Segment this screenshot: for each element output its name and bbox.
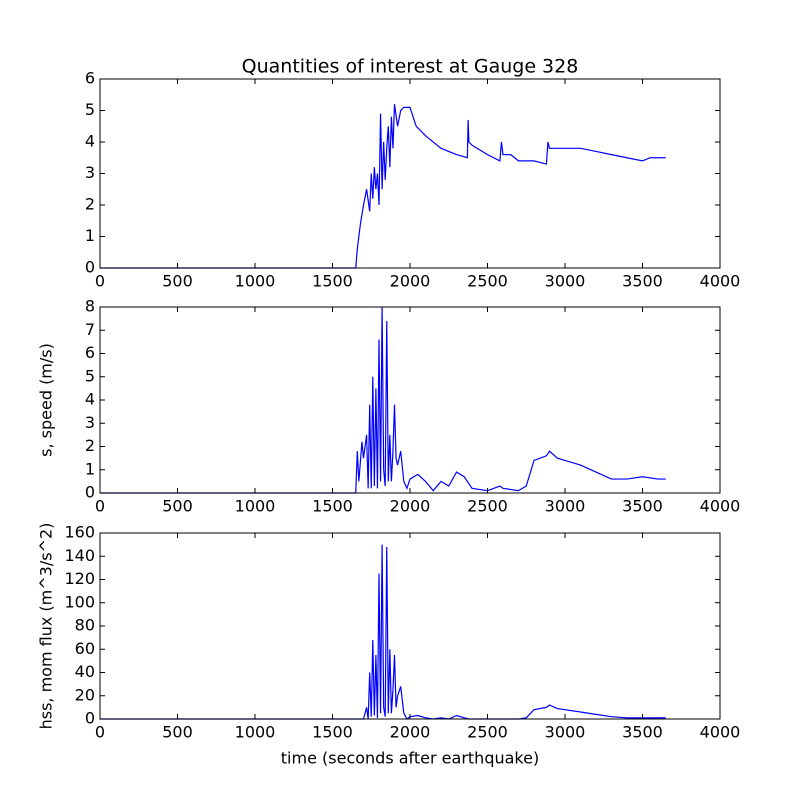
y-tick-label: 3 [85, 163, 95, 182]
y-tick-label: 7 [85, 320, 95, 339]
x-tick-label: 2500 [467, 723, 508, 742]
y-tick-label: 5 [85, 100, 95, 119]
x-tick-label: 1000 [235, 723, 276, 742]
x-tick-label: 3000 [545, 272, 586, 291]
x-tick-label: 2000 [390, 272, 431, 291]
y-tick-label: 120 [64, 569, 95, 588]
chart-title: Quantities of interest at Gauge 328 [242, 56, 579, 78]
y-tick-label: 140 [64, 546, 95, 565]
x-tick-label: 4000 [700, 272, 741, 291]
y-tick-label: 2 [85, 195, 95, 214]
y-tick-label: 4 [85, 132, 95, 151]
y-tick-label: 60 [75, 639, 95, 658]
y-tick-label: 1 [85, 226, 95, 245]
x-tick-label: 1500 [312, 497, 353, 516]
y-tick-label: 0 [85, 709, 95, 728]
x-tick-label: 0 [95, 272, 105, 291]
y-axis-label: s, speed (m/s) [37, 343, 56, 457]
x-tick-label: 1500 [312, 723, 353, 742]
y-tick-label: 6 [85, 69, 95, 88]
y-tick-label: 160 [64, 523, 95, 542]
x-axis-label: time (seconds after earthquake) [281, 749, 539, 768]
y-tick-label: 80 [75, 616, 95, 635]
x-tick-label: 500 [162, 723, 193, 742]
data-line [100, 544, 666, 720]
x-tick-label: 1500 [312, 272, 353, 291]
x-tick-label: 3500 [622, 272, 663, 291]
y-tick-label: 0 [85, 483, 95, 502]
y-axis-label: hss, mom flux (m^3/s^2) [37, 523, 56, 730]
y-tick-label: 2 [85, 436, 95, 455]
x-tick-label: 2000 [390, 723, 431, 742]
y-tick-label: 8 [85, 297, 95, 316]
x-tick-label: 2500 [467, 497, 508, 516]
x-tick-label: 0 [95, 497, 105, 516]
data-line [100, 306, 666, 494]
x-tick-label: 3000 [545, 497, 586, 516]
y-tick-label: 3 [85, 413, 95, 432]
y-tick-label: 0 [85, 258, 95, 277]
x-tick-label: 3500 [622, 497, 663, 516]
x-tick-label: 500 [162, 272, 193, 291]
x-tick-label: 2000 [390, 497, 431, 516]
x-tick-label: 4000 [700, 723, 741, 742]
y-tick-label: 6 [85, 343, 95, 362]
data-line [100, 104, 666, 269]
y-tick-label: 5 [85, 366, 95, 385]
x-tick-label: 1000 [235, 497, 276, 516]
x-tick-label: 4000 [700, 497, 741, 516]
y-tick-label: 100 [64, 592, 95, 611]
x-tick-label: 500 [162, 497, 193, 516]
x-tick-label: 1000 [235, 272, 276, 291]
y-tick-label: 20 [75, 685, 95, 704]
y-tick-label: 4 [85, 390, 95, 409]
y-tick-label: 1 [85, 459, 95, 478]
x-tick-label: 0 [95, 723, 105, 742]
x-tick-label: 3000 [545, 723, 586, 742]
y-tick-label: 40 [75, 662, 95, 681]
x-tick-label: 3500 [622, 723, 663, 742]
x-tick-label: 2500 [467, 272, 508, 291]
